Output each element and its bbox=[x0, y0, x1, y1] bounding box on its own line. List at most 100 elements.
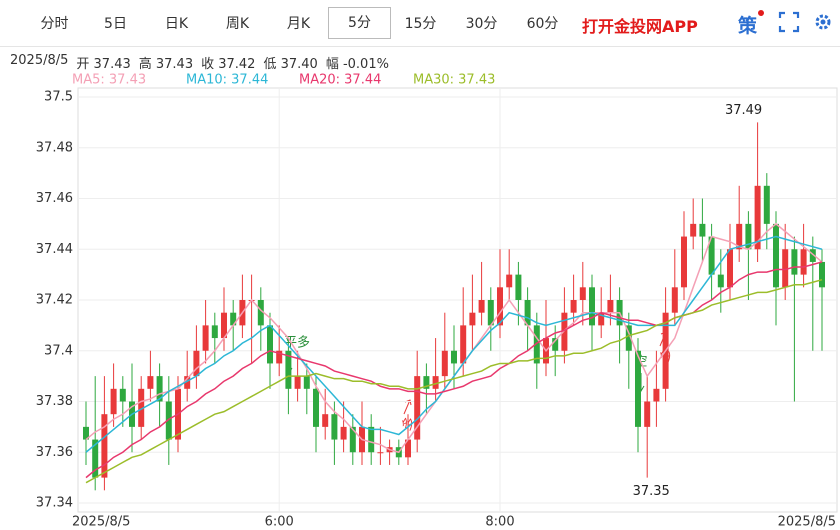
signal-arrow bbox=[403, 399, 412, 415]
info-row: 2025/8/5 开 37.43 高 37.43 收 37.42 低 37.40 幅 -0… bbox=[10, 53, 389, 72]
candle-body bbox=[92, 439, 99, 478]
candle-body bbox=[377, 452, 384, 454]
candle-body bbox=[110, 388, 117, 415]
candle-body bbox=[819, 261, 825, 288]
tab[interactable]: 月K bbox=[286, 16, 311, 32]
candle-body bbox=[773, 223, 779, 288]
tab[interactable]: 分时 bbox=[40, 16, 69, 32]
candle-body bbox=[414, 376, 421, 440]
brand-link[interactable]: 打开金投网APP bbox=[582, 17, 698, 36]
candle-body bbox=[119, 388, 126, 402]
notice-dot bbox=[758, 10, 764, 16]
candle-body bbox=[671, 287, 678, 313]
legend-entry: MA5: 37.43 bbox=[72, 73, 146, 88]
candle-body bbox=[607, 300, 614, 313]
ma-line bbox=[85, 261, 823, 479]
candle-body bbox=[653, 388, 660, 402]
candle-body bbox=[487, 300, 494, 326]
candle-body bbox=[257, 300, 264, 326]
tab[interactable]: 5分 bbox=[328, 7, 391, 39]
candle-body bbox=[800, 249, 807, 275]
tab[interactable]: 60分 bbox=[526, 16, 559, 32]
info-item: 2025/8/5 bbox=[10, 53, 69, 68]
info-item: 低 37.40 bbox=[263, 57, 318, 72]
tab[interactable]: 周K bbox=[225, 16, 250, 32]
candle-body bbox=[681, 236, 687, 288]
candle-body bbox=[441, 350, 448, 377]
info-item: 幅 -0.01% bbox=[325, 57, 389, 72]
candle-body bbox=[699, 223, 706, 237]
candle-body bbox=[533, 325, 540, 364]
candle-body bbox=[349, 426, 356, 453]
tab[interactable]: 日K bbox=[164, 16, 189, 32]
candle-body bbox=[754, 185, 761, 250]
tab[interactable]: 30分 bbox=[465, 16, 498, 32]
candle-body bbox=[625, 325, 632, 351]
settings-icon[interactable] bbox=[812, 11, 834, 33]
candle-body bbox=[405, 439, 411, 458]
y-tick-label: 37.38 bbox=[36, 394, 73, 409]
candle-body bbox=[303, 376, 310, 389]
candle-body bbox=[221, 312, 227, 339]
ma-line bbox=[85, 235, 823, 453]
y-tick-label: 37.36 bbox=[36, 445, 73, 460]
candle-body bbox=[368, 426, 375, 453]
candle-body bbox=[230, 312, 237, 326]
signal: 平多 bbox=[284, 335, 310, 351]
candle-body bbox=[763, 185, 770, 224]
info-item: 高 37.43 bbox=[138, 57, 194, 72]
candle-body bbox=[147, 376, 154, 389]
high-label: 37.49 bbox=[725, 103, 762, 118]
candle-body bbox=[570, 300, 577, 313]
candle-body bbox=[193, 350, 200, 377]
y-tick-label: 37.5 bbox=[44, 90, 73, 105]
y-tick-label: 37.4 bbox=[44, 343, 73, 358]
candle-body bbox=[782, 249, 789, 288]
candle-body bbox=[83, 426, 89, 440]
candle-body bbox=[156, 376, 163, 402]
candle-body bbox=[561, 312, 568, 351]
candle-body bbox=[313, 388, 319, 427]
strategy-icon[interactable]: 策 bbox=[738, 15, 758, 37]
candle-body bbox=[460, 325, 467, 364]
candle-body bbox=[791, 249, 798, 275]
candle-body bbox=[478, 300, 485, 313]
candle-body bbox=[506, 274, 513, 288]
candle-body bbox=[745, 223, 752, 250]
candle-body bbox=[423, 376, 430, 389]
candle-body bbox=[579, 287, 586, 300]
candle-body bbox=[589, 287, 595, 326]
candle-body bbox=[690, 223, 697, 237]
low-label: 37.35 bbox=[633, 484, 670, 499]
candle-body bbox=[202, 325, 209, 351]
candle-body bbox=[340, 426, 347, 440]
x-tick-label: 6:00 bbox=[265, 515, 294, 530]
candle-body bbox=[635, 350, 641, 427]
candle-body bbox=[727, 249, 733, 288]
candle-body bbox=[101, 414, 108, 478]
info-item: 开 37.43 bbox=[76, 57, 131, 72]
ma-line bbox=[85, 278, 823, 484]
candle-body bbox=[294, 376, 301, 389]
info-item: 收 37.42 bbox=[201, 57, 256, 72]
fullscreen-icon[interactable] bbox=[778, 11, 800, 33]
y-tick-label: 37.34 bbox=[36, 496, 73, 511]
candle-body bbox=[451, 350, 457, 364]
candle-body bbox=[267, 325, 273, 364]
y-tick-label: 37.48 bbox=[36, 140, 73, 155]
candle-body bbox=[285, 350, 292, 389]
tab[interactable]: 15分 bbox=[404, 16, 437, 32]
candle-body bbox=[331, 414, 338, 440]
y-tick-label: 37.42 bbox=[36, 293, 73, 308]
tab[interactable]: 5日 bbox=[104, 16, 127, 32]
candle-body bbox=[552, 338, 559, 351]
candle-body bbox=[644, 401, 651, 427]
candle-body bbox=[138, 388, 145, 427]
candle-body bbox=[432, 376, 439, 389]
candle-body bbox=[515, 274, 522, 300]
legend-entry: MA30: 37.43 bbox=[413, 73, 495, 88]
candle-body bbox=[211, 325, 218, 339]
candle-body bbox=[736, 223, 743, 250]
x-tick-label: 2025/8/5 bbox=[72, 515, 130, 530]
